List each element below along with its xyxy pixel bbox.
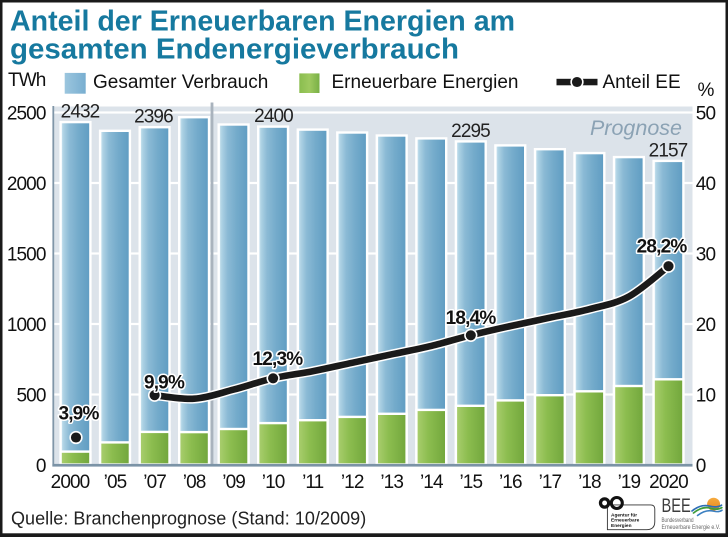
svg-text:Quelle: Branchenprognose (Stan: Quelle: Branchenprognose (Stand: 10/2009… xyxy=(11,509,366,529)
svg-text:’11: ’11 xyxy=(302,472,324,493)
svg-text:3,9%: 3,9% xyxy=(58,404,99,425)
svg-text:’10: ’10 xyxy=(262,472,285,493)
svg-text:1000: 1000 xyxy=(7,315,46,336)
svg-text:’05: ’05 xyxy=(104,472,127,493)
svg-text:’18: ’18 xyxy=(578,472,601,493)
svg-text:’17: ’17 xyxy=(539,472,562,493)
svg-text:2500: 2500 xyxy=(7,104,46,125)
svg-text:20: 20 xyxy=(696,315,716,336)
svg-text:12,3%: 12,3% xyxy=(252,349,303,370)
svg-text:2157: 2157 xyxy=(649,140,688,161)
svg-text:2400: 2400 xyxy=(254,106,293,127)
svg-text:Anteil der Erneuerbaren Energi: Anteil der Erneuerbaren Energien am xyxy=(10,5,515,37)
svg-text:2295: 2295 xyxy=(451,121,490,142)
svg-text:Gesamter Verbrauch: Gesamter Verbrauch xyxy=(93,72,268,93)
svg-text:2000: 2000 xyxy=(7,174,46,195)
svg-text:Bundesverband: Bundesverband xyxy=(662,518,694,524)
svg-text:50: 50 xyxy=(696,104,716,125)
svg-text:’13: ’13 xyxy=(380,472,403,493)
svg-text:’07: ’07 xyxy=(143,472,166,493)
svg-text:18,4%: 18,4% xyxy=(446,308,497,329)
svg-text:gesamten Endenergieverbrauch: gesamten Endenergieverbrauch xyxy=(10,33,459,65)
svg-text:9,9%: 9,9% xyxy=(144,373,185,394)
svg-text:Prognose: Prognose xyxy=(590,116,682,140)
svg-text:10: 10 xyxy=(696,386,716,407)
svg-text:Energien: Energien xyxy=(611,523,632,529)
svg-text:2432: 2432 xyxy=(61,102,100,123)
svg-text:%: % xyxy=(698,80,715,101)
svg-text:0: 0 xyxy=(696,456,706,477)
svg-text:0: 0 xyxy=(36,456,46,477)
svg-text:Erneuerbare Energie e.V.: Erneuerbare Energie e.V. xyxy=(662,525,721,531)
svg-text:’08: ’08 xyxy=(183,472,206,493)
svg-text:40: 40 xyxy=(696,174,716,195)
svg-text:’09: ’09 xyxy=(222,472,245,493)
svg-text:2000: 2000 xyxy=(51,472,90,493)
svg-text:’16: ’16 xyxy=(499,472,522,493)
svg-text:’19: ’19 xyxy=(618,472,641,493)
svg-text:Agentur für: Agentur für xyxy=(611,513,637,519)
svg-text:1500: 1500 xyxy=(7,245,46,266)
svg-text:TWh: TWh xyxy=(8,70,46,91)
svg-text:30: 30 xyxy=(696,245,716,266)
svg-text:BEE: BEE xyxy=(662,496,691,517)
svg-text:2396: 2396 xyxy=(134,107,173,128)
svg-text:28,2%: 28,2% xyxy=(637,237,688,258)
svg-text:Erneuerbare Energien: Erneuerbare Energien xyxy=(332,72,519,93)
svg-text:Erneuerbare: Erneuerbare xyxy=(611,518,640,524)
svg-text:2020: 2020 xyxy=(649,472,688,493)
svg-text:’12: ’12 xyxy=(341,472,364,493)
svg-text:’14: ’14 xyxy=(420,472,444,493)
svg-text:Anteil EE: Anteil EE xyxy=(603,72,681,93)
svg-text:500: 500 xyxy=(16,386,45,407)
svg-text:’15: ’15 xyxy=(459,472,482,493)
